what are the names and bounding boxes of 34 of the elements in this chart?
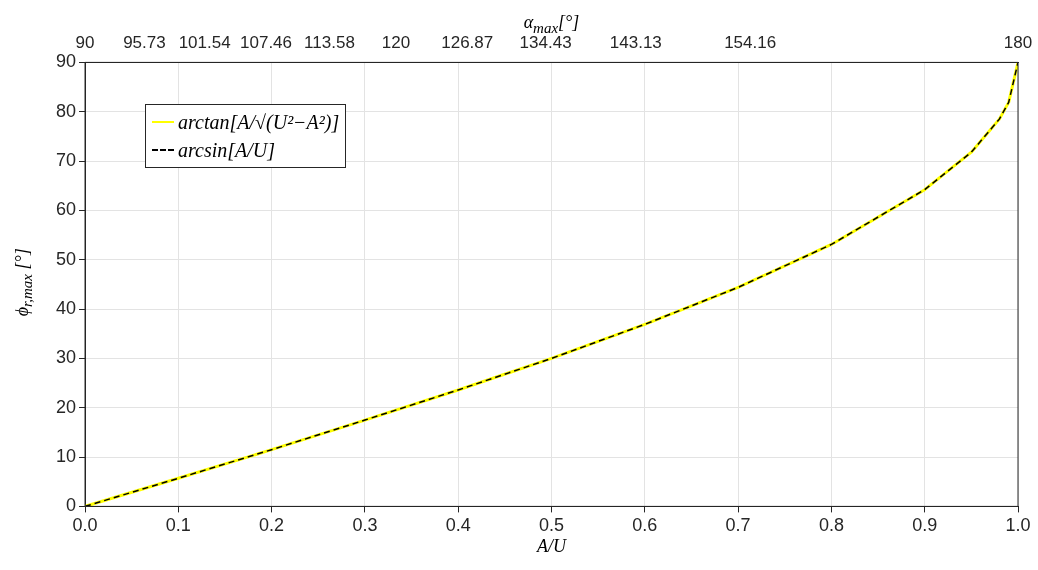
legend-label: arcsin[A/U]	[178, 138, 276, 164]
x2-tick-label: 180	[1003, 32, 1033, 52]
x-tick-label: 0.1	[165, 515, 191, 536]
y-tick-label: 40	[55, 298, 77, 319]
y-tick-label: 70	[55, 150, 77, 171]
x-tick-label: 0.0	[72, 515, 98, 536]
x-tick-label: 0.3	[352, 515, 378, 536]
x2-tick-label: 101.54	[178, 32, 231, 52]
x-tick-label: 1.0	[1005, 515, 1031, 536]
y-tick-label: 60	[55, 199, 77, 220]
x-tick-label: 0.4	[445, 515, 471, 536]
legend-label: arctan[A/√(U²−A²)]	[178, 110, 340, 136]
x-tick-label: 0.9	[912, 515, 938, 536]
x2-tick-label: 113.58	[304, 32, 355, 52]
y-tick-label: 30	[55, 347, 77, 368]
y-tick-label: 0	[66, 495, 77, 516]
x-tick-label: 0.6	[632, 515, 658, 536]
y-tick-label: 10	[55, 446, 77, 467]
x2-tick-label: 126.87	[441, 32, 494, 52]
x2-tick-label: 154.16	[724, 32, 777, 52]
y-tick-label: 20	[55, 396, 77, 417]
x2-tick-label: 107.46	[240, 32, 293, 52]
y-tick-label: 50	[55, 248, 77, 269]
x2-tick-label: 90	[75, 32, 95, 52]
y-tick-label: 80	[55, 100, 77, 121]
x-tick-label: 0.8	[818, 515, 844, 536]
x-tick-label: 0.7	[725, 515, 751, 536]
x-axis-title: A/U	[535, 536, 568, 558]
x-tick-label: 0.2	[259, 515, 285, 536]
y-tick-label: 90	[55, 51, 77, 72]
x2-tick-label: 120	[381, 32, 411, 52]
x2-tick-label: 143.13	[609, 32, 662, 52]
x-tick-label: 0.5	[539, 515, 565, 536]
x2-tick-label: 95.73	[123, 32, 166, 52]
